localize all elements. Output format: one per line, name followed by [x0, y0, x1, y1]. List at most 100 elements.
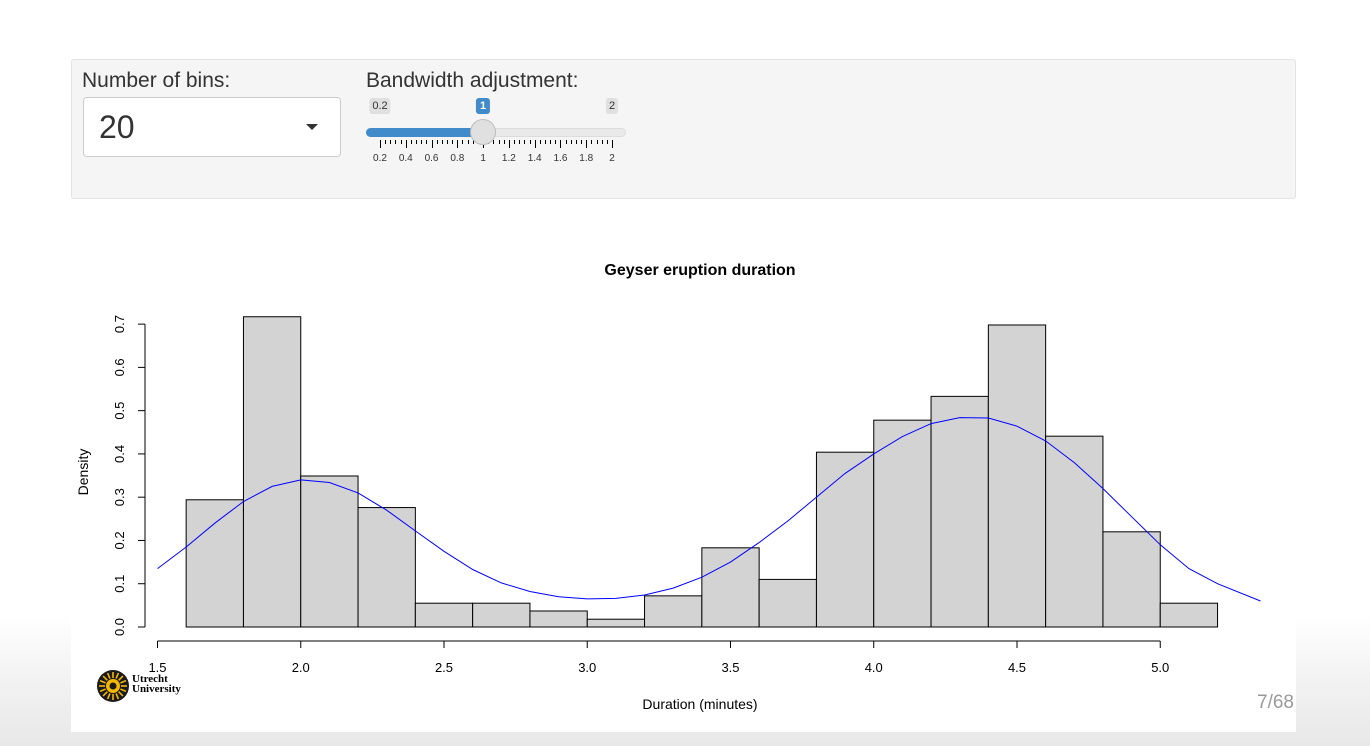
slider-major-tick: [560, 140, 562, 148]
utrecht-university-logo: Utrecht University: [96, 669, 196, 703]
bandwidth-slider[interactable]: 0.2 2 1 0.2 0.4 0.6 0.8 1 1.2 1.4 1.6 1.8 2: [366, 96, 628, 176]
slider-minor-tick: [493, 140, 495, 144]
slider-minor-tick: [395, 140, 397, 144]
slider-value-label: 1: [476, 98, 491, 114]
histogram-bar: [644, 595, 703, 628]
slider-tick-label: 1.2: [501, 153, 516, 164]
x-tick-label: 5.0: [1151, 660, 1169, 675]
slider-minor-tick: [591, 140, 593, 144]
slider-major-tick: [612, 140, 613, 148]
slider-major-tick: [457, 140, 459, 148]
sun-ray: [102, 691, 108, 697]
slider-minor-tick: [581, 140, 583, 144]
slider-minor-tick: [606, 140, 608, 144]
sun-ray: [118, 691, 124, 697]
slider-minor-tick: [426, 140, 428, 144]
y-tick-label: 0.7: [112, 315, 127, 333]
x-tick-label: 2.5: [435, 660, 453, 675]
slider-major-tick: [380, 140, 381, 148]
x-tick-label: 3.5: [721, 660, 739, 675]
slider-tick-label: 0.6: [424, 153, 439, 164]
slider-minor-tick: [498, 140, 500, 144]
y-tick-label: 0.5: [112, 402, 127, 420]
chevron-down-icon: [306, 124, 318, 130]
bins-label: Number of bins:: [82, 69, 231, 92]
bins-select-value: 20: [99, 109, 135, 145]
sun-ray: [120, 688, 127, 693]
slider-minor-tick: [555, 140, 557, 144]
slider-minor-tick: [400, 140, 402, 144]
sun-ray: [106, 693, 111, 700]
y-tick-label: 0.6: [112, 358, 127, 376]
histogram-bar: [930, 395, 989, 628]
slider-minor-tick: [601, 140, 603, 144]
slider-minor-tick: [467, 140, 469, 144]
y-tick-label: 0.1: [112, 575, 127, 593]
x-axis: 1.5 2.0 2.5 3.0 3.5 4.0 4.5 5.0: [148, 640, 1169, 675]
x-tick-label: 4.0: [865, 660, 883, 675]
slider-minor-tick: [565, 140, 567, 144]
slider-fill: [366, 128, 484, 137]
slider-minor-tick: [447, 140, 449, 144]
histogram-bar: [1045, 435, 1104, 628]
slider-minor-tick: [410, 140, 412, 144]
slider-minor-tick: [514, 140, 516, 144]
histogram-bar: [185, 499, 244, 628]
bins-select[interactable]: 20: [83, 97, 341, 157]
slider-minor-tick: [441, 140, 443, 144]
histogram-bars: [185, 316, 1219, 628]
slider-major-tick: [534, 140, 536, 148]
histogram-bar: [357, 507, 416, 628]
slider-min-label: 0.2: [369, 98, 391, 114]
sun-ray: [99, 688, 106, 693]
slider-minor-tick: [575, 140, 577, 144]
controls-panel: Number of bins: 20 Bandwidth adjustment:…: [71, 59, 1296, 199]
histogram-bar: [1102, 531, 1161, 628]
sun-ray: [115, 672, 120, 679]
slider-major-tick: [405, 140, 407, 148]
histogram-bar: [586, 618, 646, 628]
slider-minor-tick: [570, 140, 572, 144]
sun-ray: [99, 679, 106, 684]
slider-minor-tick: [503, 140, 505, 144]
slider-handle[interactable]: [470, 119, 497, 145]
sun-ray: [120, 679, 127, 684]
slider-max-label: 2: [605, 98, 619, 114]
slider-minor-tick: [385, 140, 387, 144]
histogram-bar: [300, 475, 359, 628]
slider-tick-label: 1.8: [579, 153, 594, 164]
slider-minor-tick: [524, 140, 526, 144]
y-axis: 0.0 0.1 0.2 0.3 0.4 0.5 0.6 0.7: [112, 315, 146, 636]
logo-line-2: University: [132, 683, 181, 695]
histogram-bar: [414, 602, 474, 628]
slider-minor-tick: [519, 140, 521, 144]
histogram-bar: [815, 451, 875, 628]
density-curve: [157, 417, 1261, 602]
y-tick-label: 0.3: [112, 488, 127, 506]
slider-tick-label: 1: [480, 153, 486, 164]
slider-minor-tick: [390, 140, 392, 144]
slider-minor-tick: [421, 140, 423, 144]
histogram-bar: [529, 610, 588, 628]
y-tick-label: 0.2: [112, 531, 127, 549]
slider-tick-label: 2: [609, 153, 615, 164]
slider-major-tick: [508, 140, 510, 148]
sun-logo-icon: [97, 670, 129, 702]
page-number: 7/68: [1257, 692, 1294, 713]
sun-ray: [106, 672, 111, 679]
x-tick-label: 2.0: [292, 660, 310, 675]
histogram-bar: [873, 419, 932, 628]
y-axis-label: Density: [75, 449, 91, 496]
x-tick-label: 1.5: [148, 660, 166, 675]
slider-minor-tick: [596, 140, 598, 144]
sun-ray: [118, 675, 124, 681]
sun-ray: [115, 693, 120, 700]
slider-minor-tick: [436, 140, 438, 144]
slider-minor-tick: [544, 140, 546, 144]
logo-text: Utrecht University: [132, 674, 181, 695]
y-tick-label: 0.0: [112, 618, 127, 636]
histogram-bar: [758, 578, 817, 628]
slider-tick-label: 1.4: [527, 153, 542, 164]
sun-ray: [102, 675, 108, 681]
